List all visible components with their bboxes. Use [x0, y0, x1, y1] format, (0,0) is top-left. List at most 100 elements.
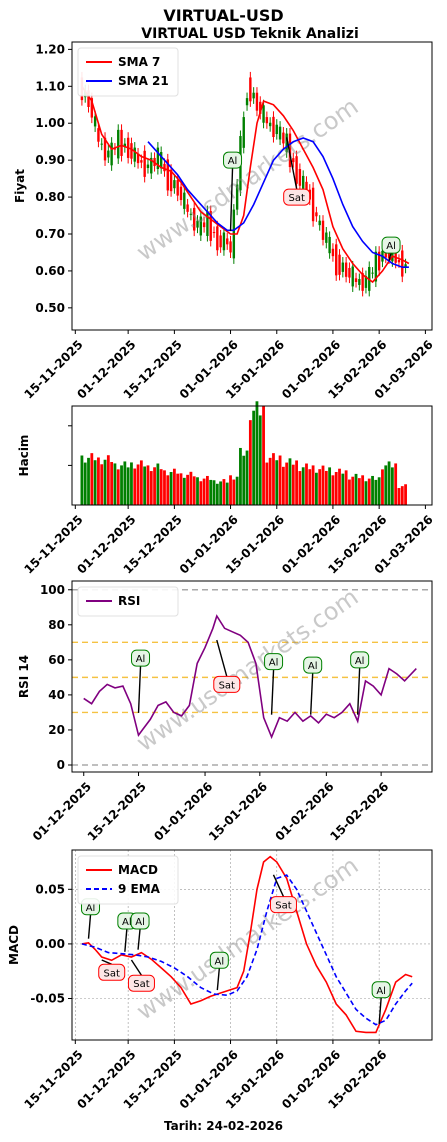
candle-body [143, 150, 146, 177]
candle-body [159, 152, 163, 169]
candle-body [226, 238, 229, 245]
legend-box [77, 855, 179, 905]
volume-bar [139, 460, 143, 505]
candle-body [87, 90, 90, 107]
candle-body [377, 251, 381, 271]
volume-bar [206, 475, 209, 505]
signal-arrow [137, 928, 141, 950]
y-tick-label: 0.50 [35, 301, 65, 315]
volume-bar [301, 467, 305, 505]
candle-body [133, 147, 136, 162]
candle-body [338, 254, 341, 275]
volume-bar [364, 481, 368, 505]
price-panel: www.usdmarkets.comAlSatAl15-11-202501-12… [13, 41, 436, 402]
volume-bar [324, 470, 328, 505]
volume-bar [80, 455, 84, 505]
sma7-line [81, 85, 410, 284]
legend-box [77, 47, 179, 97]
volume-bar [275, 460, 279, 505]
candle-body [235, 184, 239, 210]
volume-bar [110, 462, 114, 505]
volume-bar [298, 471, 302, 505]
volume-bar [341, 473, 345, 505]
buy-signal-label: Al [386, 241, 396, 252]
candle-body [397, 259, 401, 263]
sma21-line [147, 137, 409, 269]
signal-arrow [216, 968, 221, 991]
volume-bar [248, 420, 252, 505]
sell-signal-box [283, 188, 311, 206]
volume-bar [331, 475, 335, 505]
volume-bar [113, 463, 117, 505]
candle-body [173, 180, 176, 189]
volume-bar [272, 453, 275, 505]
candle-body [166, 159, 169, 191]
y-tick-label: 0 [57, 758, 65, 772]
candle-body [275, 124, 278, 135]
candle-body [93, 116, 97, 127]
candle-body [169, 169, 173, 192]
volume-bar [176, 473, 180, 505]
candle-body [216, 226, 219, 251]
buy-signal-label: Al [122, 917, 132, 928]
volume-bar [278, 455, 282, 505]
volume-bar [235, 476, 239, 505]
candle-body [252, 92, 255, 99]
candle-body [272, 116, 275, 138]
volume-bar [222, 479, 226, 505]
volume-panel: 15-11-202501-12-202515-12-202501-01-2026… [17, 401, 436, 577]
volume-bar [397, 488, 401, 505]
volume-bar [215, 483, 219, 505]
candle-body [361, 273, 364, 291]
signal-arrow [309, 673, 314, 715]
sell-signal-box [98, 963, 126, 981]
volume-bar [321, 465, 325, 505]
volume-bar [268, 457, 272, 505]
y-tick-label: 1.10 [35, 79, 65, 93]
buy-signal-label: Al [136, 654, 146, 665]
volume-bar [377, 477, 381, 505]
y-tick-label: 0.60 [35, 264, 65, 278]
buy-signal-label: Al [376, 986, 386, 997]
buy-signal-box [264, 653, 284, 671]
plot-frame [71, 41, 433, 331]
candle-body [318, 220, 321, 226]
buy-signal-box [371, 981, 391, 999]
candle-body [146, 164, 150, 169]
candle-body [268, 122, 272, 127]
volume-bar [153, 467, 156, 505]
candle-body [282, 132, 285, 144]
buy-signal-label: Al [269, 658, 279, 669]
macd-line [81, 855, 413, 1034]
volume-bar [318, 469, 322, 505]
candle-body [107, 150, 110, 158]
volume-bar [209, 479, 213, 505]
candle-body [285, 133, 288, 153]
volume-bar [387, 461, 391, 505]
volume-bar [202, 478, 206, 505]
volume-bar [156, 463, 160, 505]
y-axis-label: MACD [7, 925, 21, 965]
volume-bar [265, 462, 269, 505]
y-tick-label: 0.05 [35, 882, 65, 896]
y-tick-label: 100 [40, 583, 65, 597]
candle-body [292, 158, 295, 163]
volume-bar [133, 468, 137, 505]
candle-body [344, 262, 348, 277]
plot-frame [71, 580, 433, 773]
volume-bar [93, 460, 97, 505]
volume-bar [361, 475, 365, 505]
signal-arrow [87, 914, 92, 939]
buy-signal-box [130, 912, 150, 930]
volume-bar [328, 467, 332, 505]
candle-body [298, 169, 302, 186]
volume-bar [357, 478, 361, 505]
volume-bar [354, 473, 358, 505]
signal-arrow [101, 959, 113, 965]
volume-bar [367, 478, 371, 505]
signal-arrow [137, 666, 142, 713]
signal-arrow [356, 667, 361, 715]
buy-signal-label: Al [308, 661, 318, 672]
y-tick-label: 1.00 [35, 116, 65, 130]
